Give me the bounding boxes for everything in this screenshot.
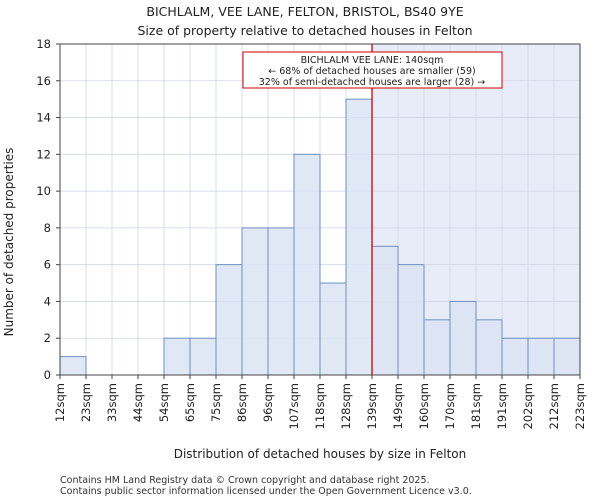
bar <box>293 153 321 376</box>
bar <box>59 356 87 376</box>
chart-subtitle: Size of property relative to detached ho… <box>137 23 472 38</box>
bar <box>189 337 217 376</box>
bar <box>345 98 373 376</box>
x-tick-label: 128sqm <box>339 383 353 429</box>
y-tick-label: 10 <box>36 184 51 198</box>
x-tick-label: 33sqm <box>105 383 119 422</box>
y-tick-label: 8 <box>44 221 51 235</box>
y-tick-label: 12 <box>36 147 51 161</box>
bar <box>449 300 477 376</box>
x-tick-label: 118sqm <box>313 383 327 429</box>
x-tick-label: 44sqm <box>131 383 145 422</box>
annotation-line-2: ← 68% of detached houses are smaller (59… <box>268 66 475 77</box>
annotation-box: BICHLALM VEE LANE: 140sqm ← 68% of detac… <box>242 51 503 89</box>
x-tick-label: 23sqm <box>79 383 93 422</box>
x-tick-label: 191sqm <box>495 383 509 429</box>
y-tick-label: 6 <box>44 258 51 272</box>
bar <box>527 337 555 376</box>
footer-line-1: Contains HM Land Registry data © Crown c… <box>60 475 430 486</box>
bar <box>501 337 529 376</box>
bar <box>553 337 581 376</box>
x-tick-label: 75sqm <box>209 383 223 422</box>
bar <box>371 245 399 376</box>
footer-line-2: Contains public sector information licen… <box>60 486 472 497</box>
x-tick-label: 86sqm <box>235 383 249 422</box>
x-axis-ticks: 12sqm 23sqm 33sqm 44sqm 54sqm 65sqm 75sqm 86sqm… <box>53 375 587 429</box>
x-tick-label: 139sqm <box>365 383 379 429</box>
y-tick-label: 0 <box>44 368 51 382</box>
bar <box>241 227 269 376</box>
bar <box>475 319 503 376</box>
bar <box>423 319 451 376</box>
bar <box>215 264 243 376</box>
y-axis-ticks: 0 2 4 6 8 10 12 14 16 18 <box>36 37 60 382</box>
y-tick-label: 16 <box>36 74 51 88</box>
y-tick-label: 14 <box>36 111 51 125</box>
chart-title: BICHLALM, VEE LANE, FELTON, BRISTOL, BS4… <box>146 4 463 19</box>
x-tick-label: 202sqm <box>521 383 535 429</box>
y-tick-label: 4 <box>44 294 51 308</box>
x-tick-label: 12sqm <box>53 383 67 422</box>
bar <box>267 227 295 376</box>
x-tick-label: 107sqm <box>287 383 301 429</box>
y-tick-label: 18 <box>36 37 51 51</box>
bar <box>163 337 191 376</box>
bar <box>319 282 347 376</box>
x-tick-label: 181sqm <box>469 383 483 429</box>
x-tick-label: 65sqm <box>183 383 197 422</box>
y-tick-label: 2 <box>44 331 51 345</box>
x-tick-label: 212sqm <box>547 383 561 429</box>
annotation-line-1: BICHLALM VEE LANE: 140sqm <box>301 55 444 66</box>
annotation-line-3: 32% of semi-detached houses are larger (… <box>259 77 486 88</box>
x-tick-label: 149sqm <box>391 383 405 429</box>
x-tick-label: 223sqm <box>573 383 587 429</box>
bars <box>59 98 581 376</box>
x-tick-label: 54sqm <box>157 383 171 422</box>
x-tick-label: 170sqm <box>443 383 457 429</box>
x-tick-label: 96sqm <box>261 383 275 422</box>
x-axis-label: Distribution of detached houses by size … <box>174 447 467 461</box>
y-axis-label: Number of detached properties <box>2 148 16 337</box>
bar <box>397 264 425 376</box>
x-tick-label: 160sqm <box>417 383 431 429</box>
